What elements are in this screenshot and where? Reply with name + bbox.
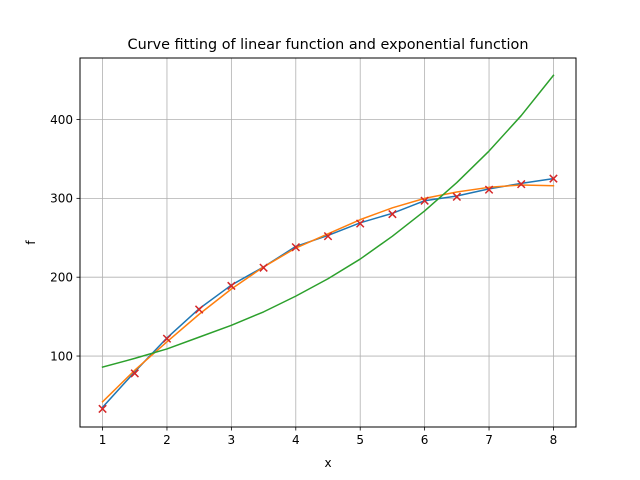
data-point-marker [227, 281, 236, 291]
x-axis-label: x [324, 456, 331, 470]
x-tick-label: 3 [228, 433, 236, 447]
series-line [101, 74, 555, 368]
chart-title: Curve fitting of linear function and exp… [128, 37, 529, 53]
y-tick-label: 200 [50, 270, 73, 284]
data-point-marker [549, 174, 558, 183]
data-point-marker [355, 219, 365, 228]
y-tick-label: 300 [50, 192, 73, 206]
data-point-marker [484, 185, 494, 194]
series-line [101, 184, 555, 403]
x-tick-label: 8 [550, 433, 558, 447]
data-point-marker [259, 263, 268, 272]
x-tick-label: 7 [485, 433, 493, 447]
x-tick-label: 6 [421, 433, 429, 447]
series-3 [101, 184, 555, 403]
data-point-marker [130, 369, 139, 378]
data-point-marker [388, 209, 397, 219]
data-point-marker [323, 231, 333, 241]
ticks: 1 2 3 4 5 6 7 8 100 200 300 400 [50, 113, 557, 447]
x-tick-label: 2 [163, 433, 171, 447]
data-point-marker [98, 404, 107, 414]
plot-frame [79, 57, 577, 428]
data-point-marker [452, 192, 462, 201]
series-layer [98, 74, 558, 414]
x-tick-label: 4 [292, 433, 300, 447]
series-4 [101, 74, 555, 368]
x-tick-label: 1 [99, 433, 107, 447]
data-point-marker [420, 196, 429, 205]
y-tick-label: 100 [50, 349, 73, 363]
y-axis-label: f [24, 240, 38, 245]
data-point-marker [291, 243, 301, 252]
y-tick-label: 400 [50, 113, 73, 127]
grid [80, 58, 576, 427]
series-1 [98, 174, 558, 414]
data-point-marker [517, 179, 526, 189]
data-point-marker [162, 334, 172, 343]
x-tick-label: 5 [356, 433, 364, 447]
data-point-marker [194, 305, 204, 314]
